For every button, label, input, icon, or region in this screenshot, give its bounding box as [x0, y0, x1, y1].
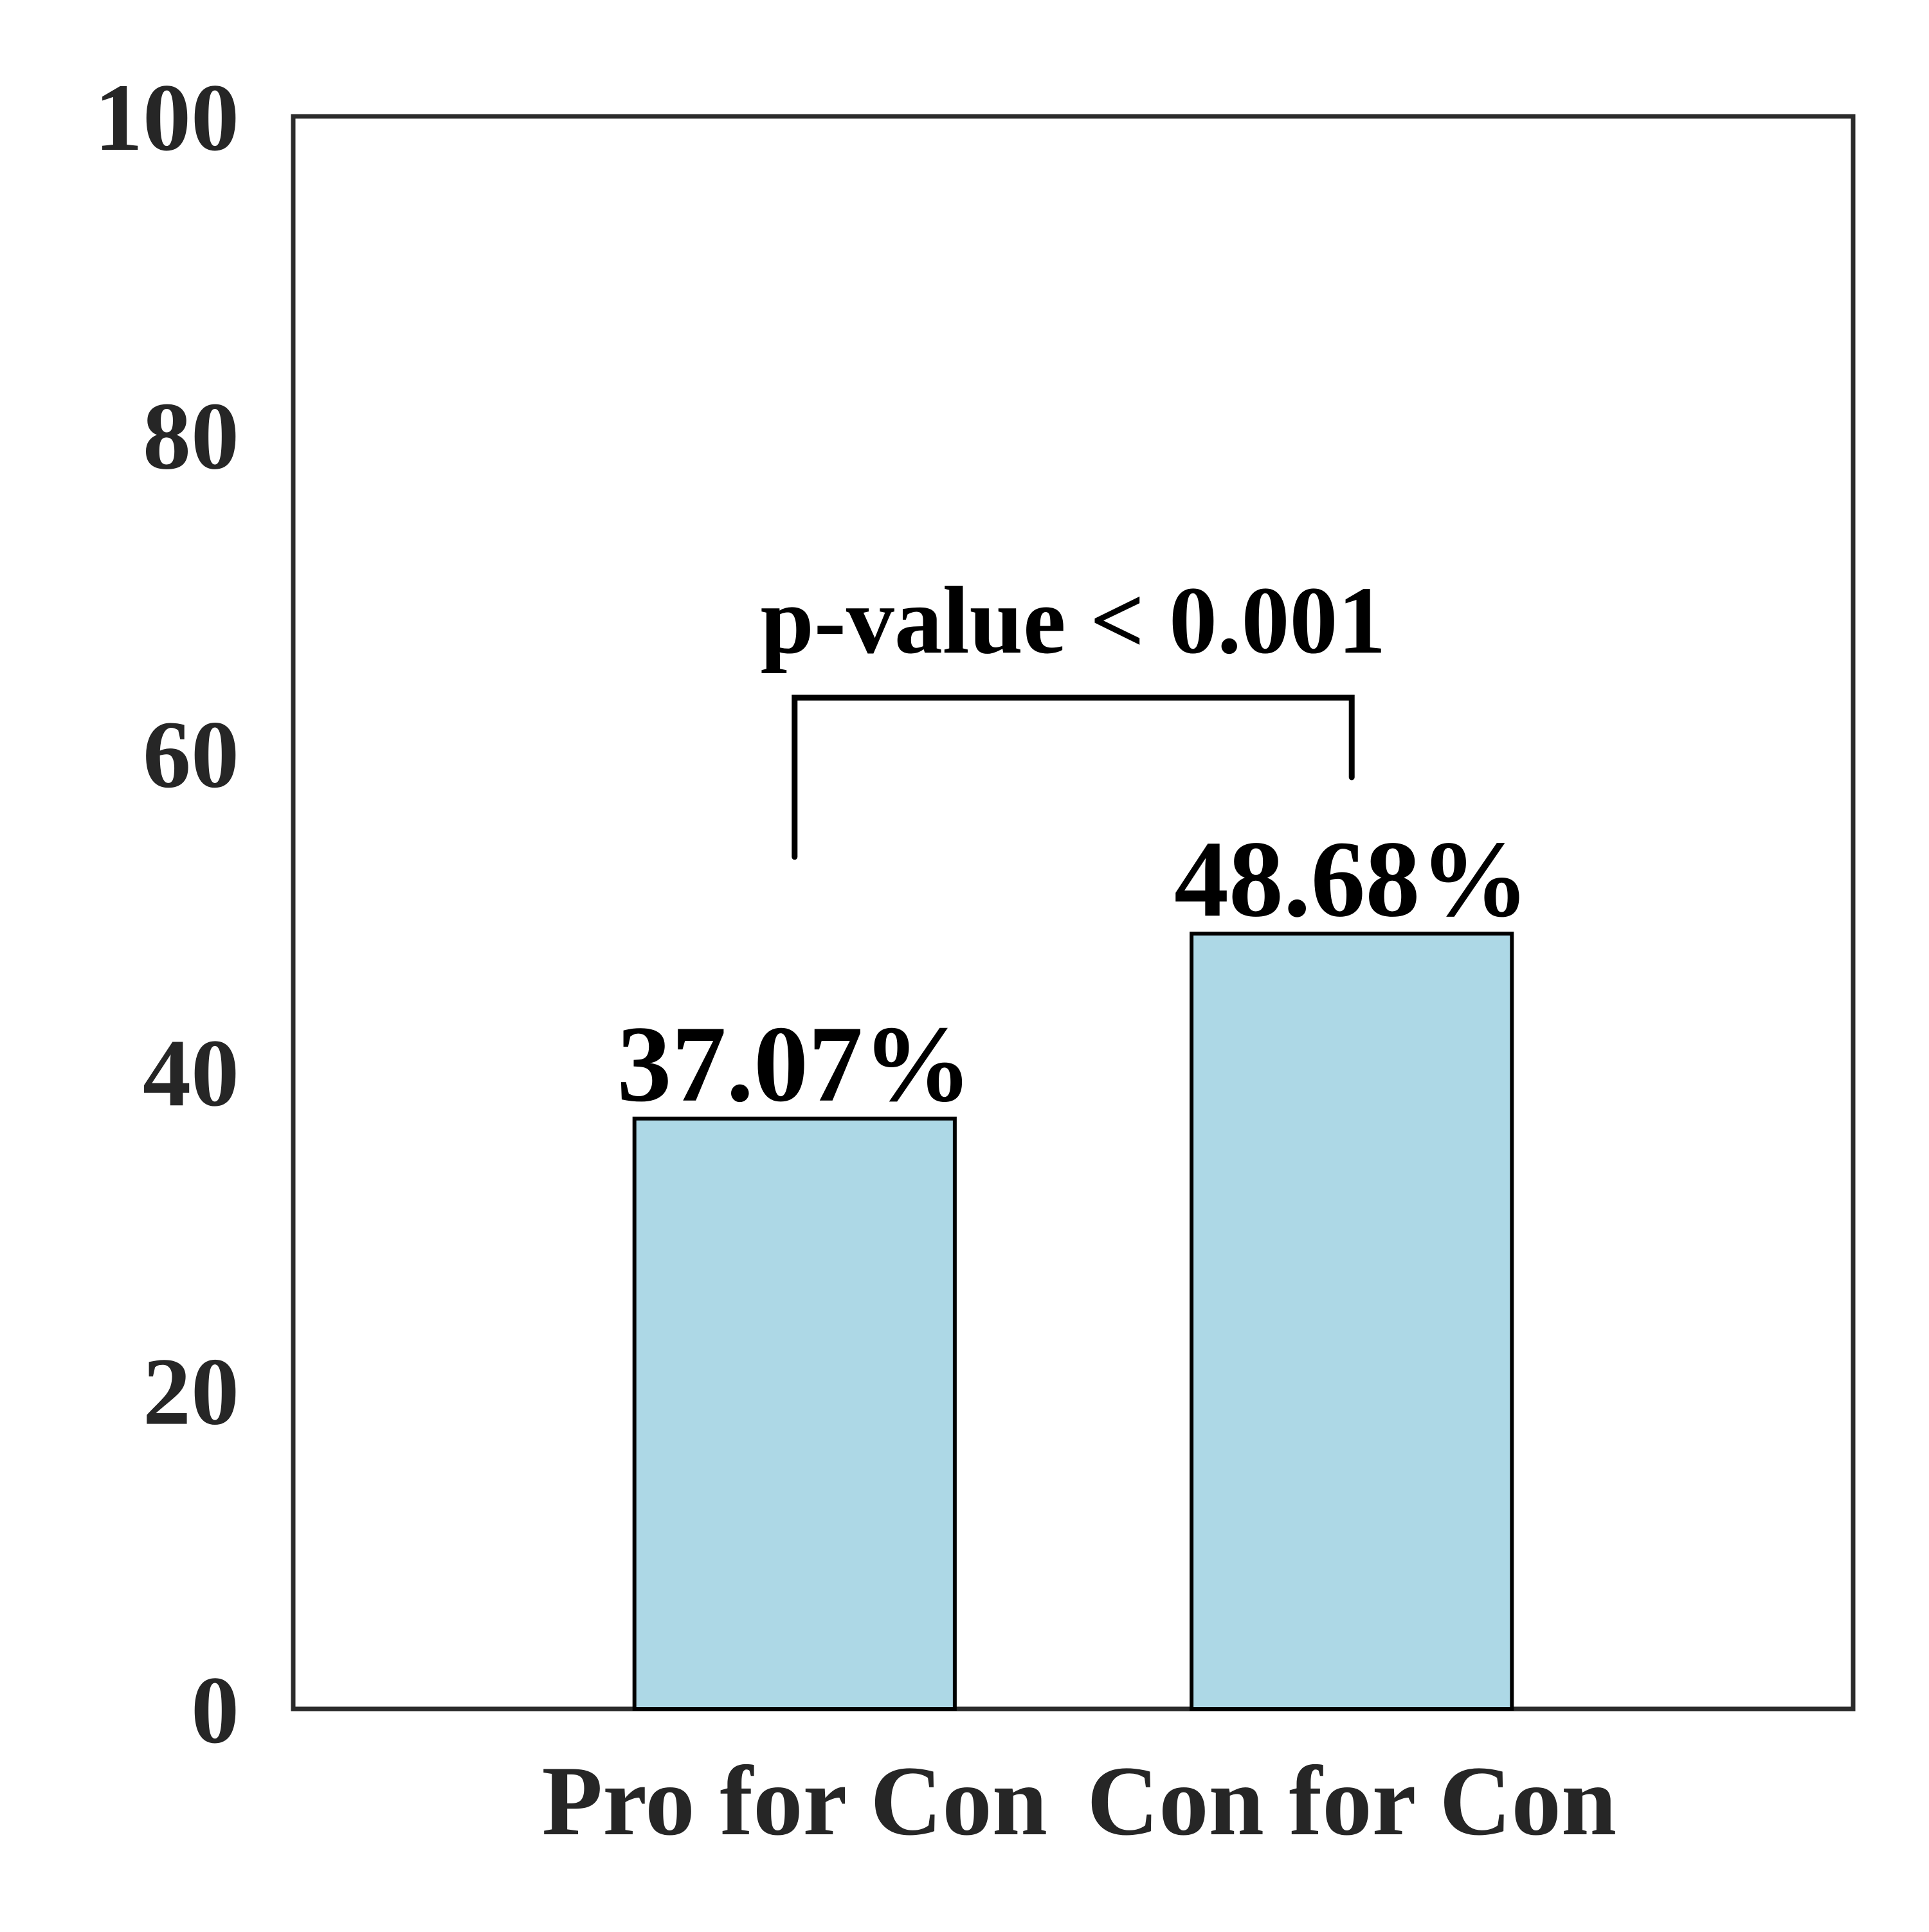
x-axis-tick-labels: Pro for Con Con for Con: [542, 1746, 1617, 1856]
bar-value-label: 48.68%: [1174, 818, 1530, 939]
y-tick-label: 20: [143, 1339, 239, 1445]
y-tick-label: 100: [95, 64, 239, 171]
bar: [632, 1116, 957, 1711]
p-value-label: p-value < 0.001: [760, 567, 1386, 674]
bar-data-labels: 37.07% 48.68%: [617, 818, 1530, 1124]
bars: [632, 932, 1514, 1711]
plot-frame: [291, 114, 1856, 1711]
x-tick-label: Con for Con: [1087, 1746, 1617, 1856]
bar: [1190, 932, 1514, 1711]
significance-bracket: [792, 694, 1355, 860]
bar-value-label: 37.07%: [617, 1004, 973, 1124]
y-tick-label: 40: [143, 1020, 239, 1126]
y-tick-label: 0: [191, 1657, 239, 1764]
x-tick-label: Pro for Con: [542, 1746, 1047, 1856]
significance-annotation: p-value < 0.001: [760, 567, 1386, 860]
y-tick-label: 60: [143, 701, 239, 808]
y-axis-ticks: 0 20 40 60 80 100: [95, 64, 239, 1764]
y-tick-label: 80: [143, 383, 239, 489]
